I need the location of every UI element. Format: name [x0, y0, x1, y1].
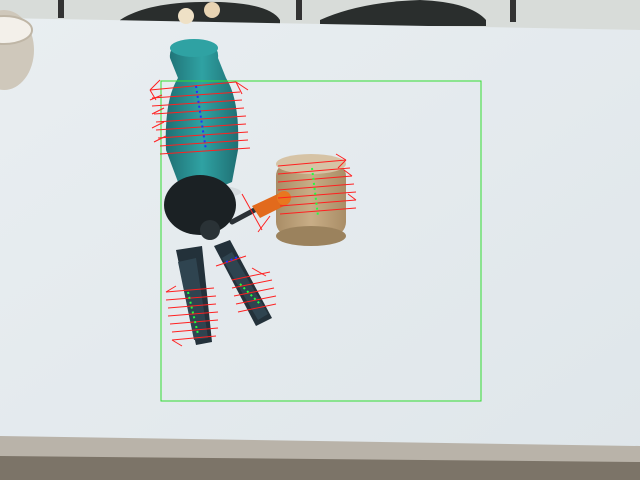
chair-right — [320, 0, 486, 26]
table-edge-shade — [0, 456, 640, 480]
grasp-overlay-pliers-right — [215, 255, 277, 313]
chair-leg — [296, 0, 302, 20]
chair-leg — [58, 0, 64, 18]
chair-left — [120, 1, 280, 26]
axis-tape — [311, 167, 319, 217]
figurine — [204, 2, 220, 18]
axis-pliers-left — [187, 291, 199, 335]
bowl-rim — [0, 15, 33, 45]
axis-bottle — [195, 85, 207, 151]
roi-box — [160, 80, 482, 402]
chair-leg — [510, 0, 516, 22]
grasp-overlay-tape — [241, 153, 357, 233]
grasp-overlay-pliers-left — [165, 285, 219, 347]
figurine — [178, 8, 194, 24]
